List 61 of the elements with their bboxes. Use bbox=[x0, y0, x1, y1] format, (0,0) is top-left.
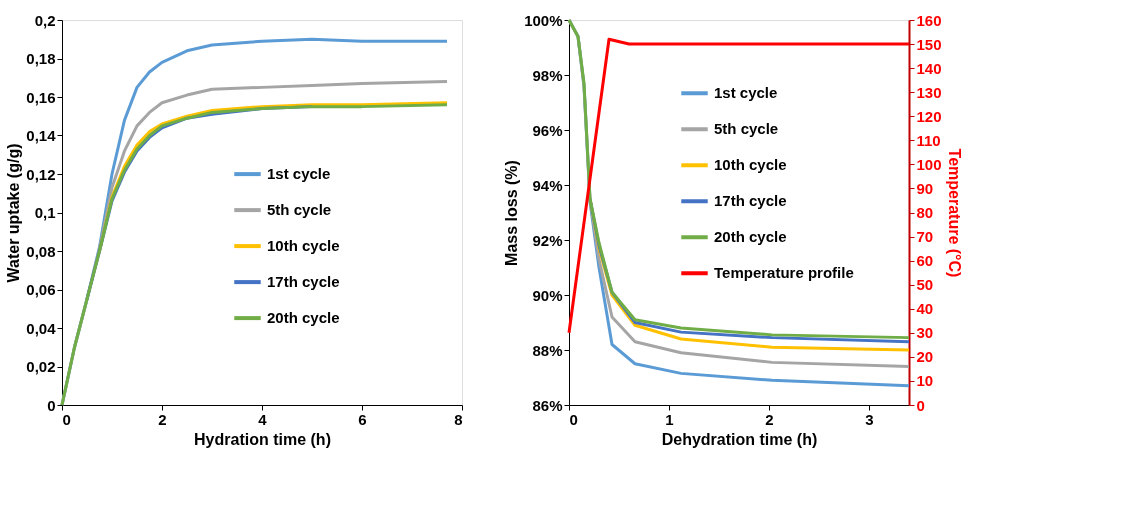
x-tick-label: 4 bbox=[258, 410, 268, 428]
y-tick-label: 0,04 bbox=[26, 319, 57, 337]
y-tick-label: 92% bbox=[532, 231, 563, 249]
y2-tick-label: 110 bbox=[916, 131, 941, 149]
x-tick-label: 6 bbox=[358, 410, 367, 428]
y-tick-label: 98% bbox=[532, 66, 563, 84]
y-tick-label: 0,06 bbox=[26, 281, 56, 298]
legend-label: 10th cycle bbox=[267, 237, 340, 255]
y-axis-title: Mass loss (%) bbox=[503, 160, 521, 266]
y-tick-label: 0,14 bbox=[26, 127, 57, 144]
y2-tick-label: 80 bbox=[916, 204, 934, 221]
y2-tick-label: 40 bbox=[916, 300, 934, 318]
y-axis-title: Water uptake (g/g) bbox=[5, 143, 23, 283]
y2-tick-label: 140 bbox=[916, 59, 942, 77]
y2-tick-label: 90 bbox=[916, 179, 934, 197]
legend-label: 20th cycle bbox=[714, 228, 787, 246]
x-tick-label: 1 bbox=[665, 410, 674, 428]
legend-label: 10th cycle bbox=[714, 156, 787, 174]
y-tick-label: 88% bbox=[532, 341, 563, 359]
y2-tick-label: 160 bbox=[916, 11, 942, 29]
y2-tick-label: 50 bbox=[916, 276, 934, 294]
legend-label: 1st cycle bbox=[267, 165, 331, 183]
x-tick-label: 8 bbox=[454, 410, 463, 428]
legend-label: 5th cycle bbox=[714, 120, 779, 138]
y-tick-label: 0,08 bbox=[26, 242, 56, 260]
x-axis-title: Hydration time (h) bbox=[194, 430, 331, 448]
y2-tick-label: 120 bbox=[916, 107, 942, 125]
y-tick-label: 0 bbox=[47, 396, 56, 414]
y-tick-label: 0,16 bbox=[26, 88, 56, 106]
y2-tick-label: 60 bbox=[916, 252, 934, 270]
x-axis-title: Dehydration time (h) bbox=[661, 430, 818, 448]
legend-label: 17th cycle bbox=[714, 192, 787, 210]
y-tick-label: 100% bbox=[524, 11, 563, 29]
x-tick-label: 2 bbox=[158, 410, 167, 428]
y-tick-label: 0,2 bbox=[34, 11, 56, 29]
legend-label: 1st cycle bbox=[714, 84, 778, 102]
y-tick-label: 0,18 bbox=[26, 50, 56, 67]
y2-tick-label: 20 bbox=[916, 348, 934, 366]
legend-label: Temperature profile bbox=[714, 264, 854, 282]
y2-tick-label: 100 bbox=[916, 155, 942, 173]
y-tick-label: 90% bbox=[532, 286, 563, 304]
legend-label: 5th cycle bbox=[267, 201, 332, 219]
y-tick-label: 96% bbox=[532, 121, 563, 139]
y2-tick-label: 30 bbox=[916, 324, 934, 342]
y-tick-label: 0,1 bbox=[34, 204, 56, 221]
y2-tick-label: 130 bbox=[916, 83, 942, 101]
y2-tick-label: 10 bbox=[916, 372, 934, 390]
y2-tick-label: 70 bbox=[916, 228, 934, 246]
y2-tick-label: 0 bbox=[916, 396, 925, 414]
y-tick-label: 0,12 bbox=[26, 165, 56, 183]
x-tick-label: 2 bbox=[765, 410, 774, 428]
y-tick-label: 94% bbox=[532, 176, 563, 194]
y-tick-label: 0,02 bbox=[26, 358, 56, 375]
x-tick-label: 0 bbox=[62, 410, 71, 428]
legend-label: 17th cycle bbox=[267, 273, 340, 291]
legend-label: 20th cycle bbox=[267, 309, 340, 327]
y-tick-label: 86% bbox=[532, 396, 563, 414]
x-tick-label: 0 bbox=[569, 410, 578, 428]
y2-tick-label: 150 bbox=[916, 35, 942, 53]
x-tick-label: 3 bbox=[865, 410, 874, 428]
y2-axis-title: Temperature (°C) bbox=[945, 148, 963, 278]
